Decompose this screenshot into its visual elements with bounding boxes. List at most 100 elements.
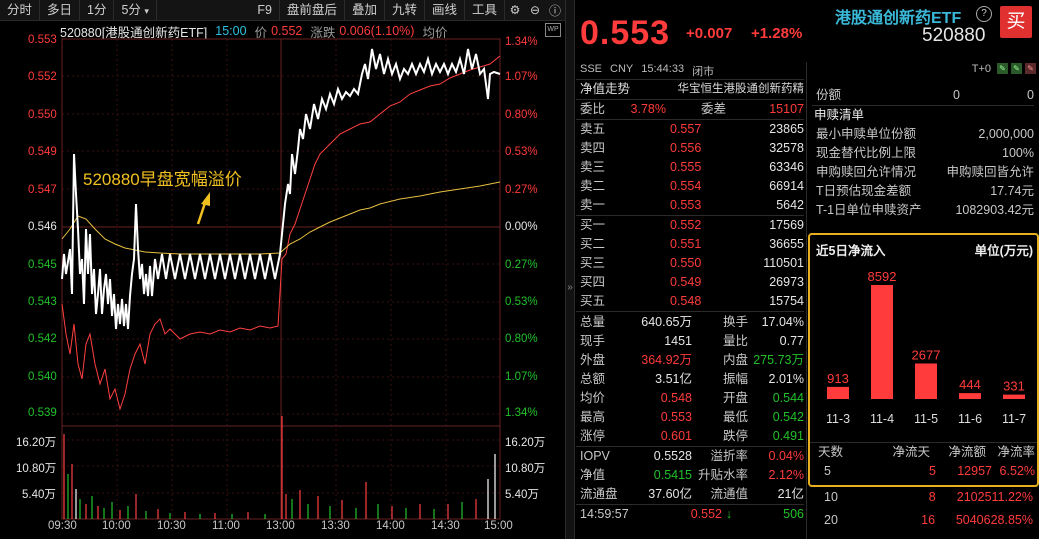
inflow-days: 10 bbox=[824, 490, 838, 504]
ask-row[interactable]: 卖四 0.556 32578 bbox=[576, 139, 804, 158]
inflow-value-label: 444 bbox=[959, 377, 981, 392]
y-right-label: 0.53% bbox=[505, 146, 538, 158]
chart-code-name: 520880[港股通创新药ETF] bbox=[60, 25, 208, 40]
menu-nine-turn[interactable]: 九转 bbox=[385, 0, 425, 20]
inflow-row: 20 16 50406 28.85% bbox=[810, 511, 1035, 530]
tab-5min[interactable]: 5分 ▾ bbox=[114, 0, 157, 20]
y-left-label: 0.546 bbox=[28, 221, 57, 233]
f9-button[interactable]: F9 bbox=[250, 0, 280, 20]
ask-label: 卖一 bbox=[580, 198, 606, 212]
ask-row[interactable]: 卖三 0.555 63346 bbox=[576, 158, 804, 177]
bid-label: 买三 bbox=[580, 256, 606, 270]
stat-label: IOPV bbox=[580, 449, 610, 463]
edit-icon[interactable]: ✎ bbox=[1025, 63, 1036, 74]
y-right-label: 1.07% bbox=[505, 371, 538, 383]
bid-row[interactable]: 买五 0.548 15754 bbox=[576, 292, 804, 311]
ratio-value: 3.78% bbox=[630, 102, 666, 116]
bid-vol: 17569 bbox=[769, 218, 804, 232]
bids-list: 买一 0.552 17569 买二 0.551 36655 买三 0.550 110501 … bbox=[576, 215, 804, 311]
menu-prepost[interactable]: 盘前盘后 bbox=[280, 0, 345, 20]
y-left-label: 0.545 bbox=[28, 259, 57, 271]
diff-value: 15107 bbox=[769, 102, 804, 116]
bid-row[interactable]: 买二 0.551 36655 bbox=[576, 235, 804, 254]
edit-icon[interactable]: ✎ bbox=[997, 63, 1008, 74]
menu-draw[interactable]: 画线 bbox=[425, 0, 465, 20]
price-line bbox=[61, 48, 501, 330]
ask-price: 0.553 bbox=[670, 198, 702, 212]
stat-row: 涨停 0.601 跌停 0.491 bbox=[576, 427, 804, 446]
tab-intraday[interactable]: 分时 bbox=[0, 0, 41, 20]
edit-icon[interactable]: ✎ bbox=[1011, 63, 1022, 74]
inflow-extra-rows: 10 8 21025 11.22% 20 16 50406 28.85% bbox=[810, 488, 1035, 530]
y-left-label: 0.553 bbox=[28, 34, 57, 46]
arrow-down-icon: ↓ bbox=[725, 507, 733, 521]
bid-price: 0.549 bbox=[670, 275, 702, 289]
info-icon[interactable]: ⓘ bbox=[548, 3, 561, 18]
stat-value: 2.12% bbox=[768, 468, 804, 482]
inflow-value-label: 331 bbox=[1003, 379, 1025, 394]
menu-tools[interactable]: 工具 bbox=[465, 0, 505, 20]
net-inflow-panel: 近5日净流入 单位(万元) 913 11-3 8592 11-4 2677 11-5 444… bbox=[808, 233, 1039, 487]
inflow-header: 净流率 bbox=[997, 445, 1035, 459]
stat-label: 换手 bbox=[722, 315, 748, 329]
inflow-header: 净流额 bbox=[948, 445, 986, 459]
nav-label[interactable]: 净值走势 bbox=[580, 82, 631, 96]
fund-key: T日预估现金差额 bbox=[816, 184, 912, 198]
ask-price: 0.557 bbox=[670, 122, 702, 136]
quote-price: 0.553 bbox=[580, 14, 671, 52]
stat-label: 量比 bbox=[722, 334, 748, 348]
y-right-label: 0.80% bbox=[505, 333, 538, 345]
buy-button[interactable]: 买 bbox=[1000, 6, 1032, 38]
stat-row: 总量 640.65万 换手 17.04% bbox=[576, 313, 804, 332]
fund-info: 份额 0 0 申赎清单 最小申赎单位份额 2,000,000 现金替代比例上限 100… bbox=[812, 86, 1034, 220]
tab-1min[interactable]: 1分 bbox=[80, 0, 115, 20]
ask-vol: 63346 bbox=[769, 160, 804, 174]
fund-value: 1082903.42元 bbox=[955, 203, 1034, 217]
bid-row[interactable]: 买一 0.552 17569 bbox=[576, 216, 804, 235]
inflow-amount: 50406 bbox=[955, 513, 991, 527]
x-label: 14:00 bbox=[376, 520, 405, 532]
ask-row[interactable]: 卖五 0.557 23865 bbox=[576, 120, 804, 139]
volume-bars bbox=[63, 416, 496, 519]
settings-icon[interactable]: ⚙ bbox=[509, 3, 521, 17]
bid-vol: 26973 bbox=[769, 275, 804, 289]
ask-price: 0.554 bbox=[670, 179, 702, 193]
bid-row[interactable]: 买三 0.550 110501 bbox=[576, 254, 804, 273]
stats2-list: IOPV 0.5528 溢折率 0.04% 净值 0.5415 升贴水率 2.12% 流通盘 37… bbox=[576, 446, 804, 504]
y-right-label: 0.53% bbox=[505, 296, 538, 308]
chart-change: 0.006(1.10%) bbox=[339, 24, 415, 38]
stat-value: 1451 bbox=[664, 334, 692, 348]
fund-rows: 最小申赎单位份额 2,000,000 现金替代比例上限 100% 申购赎回允许情况 申购赎… bbox=[812, 125, 1034, 220]
share-v1: 0 bbox=[953, 88, 960, 102]
orderbook: 净值走势 华宝恒生港股通创新药精 委比 3.78% 委差 15107 卖五 0.5… bbox=[576, 79, 804, 524]
tab-multiday[interactable]: 多日 bbox=[40, 0, 81, 20]
ask-vol: 23865 bbox=[769, 122, 804, 136]
bid-row[interactable]: 买四 0.549 26973 bbox=[576, 273, 804, 292]
x-label: 10:00 bbox=[102, 520, 131, 532]
ask-label: 卖三 bbox=[580, 160, 606, 174]
panel-divider[interactable]: » bbox=[565, 0, 575, 539]
x-label: 10:30 bbox=[157, 520, 186, 532]
inflow-days: 5 bbox=[824, 464, 831, 478]
inflow-rate: 28.85% bbox=[990, 513, 1033, 527]
share-v2: 0 bbox=[1027, 88, 1034, 102]
quote-title: 港股通创新药ETF bbox=[835, 10, 962, 27]
wp-icon[interactable]: WP bbox=[545, 23, 561, 37]
ask-label: 卖四 bbox=[580, 141, 606, 155]
t0-label: T+0 bbox=[971, 63, 991, 75]
ask-row[interactable]: 卖一 0.553 5642 bbox=[576, 196, 804, 215]
help-icon[interactable]: ? bbox=[976, 6, 992, 22]
minimize-icon[interactable]: ⊖ bbox=[529, 3, 541, 17]
fund-key: T-1日单位申赎资产 bbox=[816, 203, 922, 217]
ask-row[interactable]: 卖二 0.554 66914 bbox=[576, 177, 804, 196]
exchange-label: SSE bbox=[580, 63, 603, 75]
y-right-label: 1.34% bbox=[505, 36, 538, 48]
inflow-amount: 12957 bbox=[957, 464, 992, 478]
section-title: 申赎清单 bbox=[814, 108, 865, 122]
stat-row: 最高 0.553 最低 0.542 bbox=[576, 408, 804, 427]
ask-label: 卖二 bbox=[580, 179, 606, 193]
inflow-category-label: 11-7 bbox=[1002, 412, 1026, 426]
menu-overlay[interactable]: 叠加 bbox=[345, 0, 385, 20]
avg-label: 均价 bbox=[422, 25, 448, 40]
currency-label: CNY bbox=[610, 63, 634, 75]
